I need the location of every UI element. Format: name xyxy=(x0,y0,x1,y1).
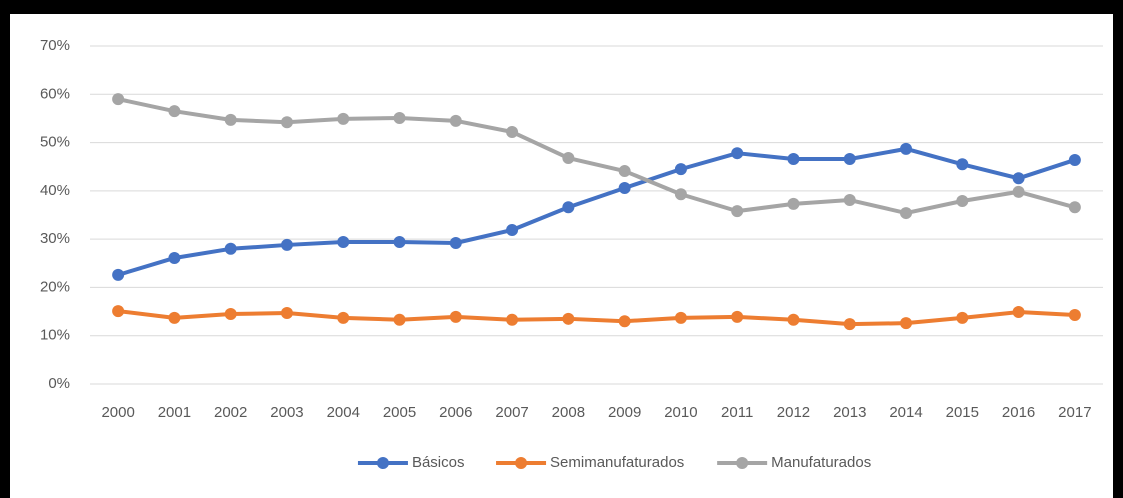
data-point xyxy=(393,111,406,124)
data-point xyxy=(618,315,631,328)
data-point xyxy=(224,113,237,126)
data-point xyxy=(787,152,800,165)
y-tick-label: 70% xyxy=(40,37,70,54)
legend-swatch-marker xyxy=(376,457,389,469)
y-tick-label: 30% xyxy=(40,230,70,247)
legend-label: Semimanufaturados xyxy=(550,454,684,471)
x-tick-label: 2006 xyxy=(439,404,472,421)
data-point xyxy=(449,310,462,323)
legend-label: Básicos xyxy=(412,454,465,471)
data-point xyxy=(506,313,519,326)
data-point xyxy=(900,142,913,155)
data-point xyxy=(562,312,575,325)
y-tick-label: 60% xyxy=(40,85,70,102)
x-tick-label: 2001 xyxy=(158,404,191,421)
y-tick-label: 10% xyxy=(40,327,70,344)
data-point xyxy=(843,318,856,331)
data-point xyxy=(900,317,913,330)
x-tick-label: 2013 xyxy=(833,404,866,421)
legend-swatch-marker xyxy=(736,457,749,469)
x-tick-label: 2010 xyxy=(664,404,697,421)
data-point xyxy=(1012,172,1025,185)
data-point xyxy=(956,194,969,207)
x-tick-label: 2012 xyxy=(777,404,810,421)
data-point xyxy=(337,236,350,249)
y-tick-label: 50% xyxy=(40,134,70,151)
data-point xyxy=(787,313,800,326)
data-point xyxy=(1012,185,1025,198)
data-point xyxy=(1068,201,1081,214)
data-point xyxy=(618,181,631,194)
data-point xyxy=(731,205,744,218)
x-tick-label: 2008 xyxy=(552,404,585,421)
data-point xyxy=(449,237,462,250)
data-point xyxy=(449,114,462,127)
x-tick-label: 2002 xyxy=(214,404,247,421)
data-point xyxy=(112,268,125,281)
data-point xyxy=(168,251,181,264)
data-point xyxy=(956,158,969,171)
data-point xyxy=(1068,308,1081,321)
data-point xyxy=(1012,306,1025,319)
data-point xyxy=(731,310,744,323)
data-point xyxy=(280,116,293,129)
x-tick-label: 2007 xyxy=(495,404,528,421)
series-line xyxy=(117,146,1076,277)
x-tick-label: 2003 xyxy=(270,404,303,421)
data-point xyxy=(843,194,856,207)
data-point xyxy=(168,311,181,324)
data-point xyxy=(280,307,293,320)
data-point xyxy=(674,188,687,201)
y-tick-label: 0% xyxy=(48,375,70,392)
data-point xyxy=(674,311,687,324)
data-point xyxy=(900,207,913,220)
y-tick-label: 20% xyxy=(40,278,70,295)
data-point xyxy=(843,152,856,165)
data-point xyxy=(224,242,237,255)
data-point xyxy=(506,125,519,138)
data-point xyxy=(337,112,350,125)
x-tick-label: 2011 xyxy=(721,404,753,421)
legend-label: Manufaturados xyxy=(771,454,871,471)
data-point xyxy=(168,105,181,118)
data-point xyxy=(731,147,744,160)
data-point xyxy=(1068,153,1081,166)
series-line xyxy=(117,97,1076,216)
data-point xyxy=(224,307,237,320)
data-point xyxy=(112,305,125,318)
data-point xyxy=(280,238,293,251)
data-point xyxy=(562,152,575,165)
data-point xyxy=(787,197,800,210)
x-tick-label: 2015 xyxy=(946,404,979,421)
series-line xyxy=(117,309,1075,327)
x-tick-label: 2014 xyxy=(889,404,922,421)
data-point xyxy=(956,311,969,324)
data-point xyxy=(337,311,350,324)
x-tick-label: 2000 xyxy=(101,404,134,421)
data-point xyxy=(618,165,631,178)
data-point xyxy=(112,93,125,106)
x-tick-label: 2005 xyxy=(383,404,416,421)
data-point xyxy=(562,201,575,214)
x-tick-label: 2009 xyxy=(608,404,641,421)
data-point xyxy=(674,163,687,176)
x-tick-label: 2016 xyxy=(1002,404,1035,421)
data-point xyxy=(393,313,406,326)
legend-swatch-marker xyxy=(515,457,528,469)
data-point xyxy=(506,223,519,236)
x-tick-label: 2004 xyxy=(327,404,360,421)
y-tick-label: 40% xyxy=(40,182,70,199)
x-tick-label: 2017 xyxy=(1058,404,1091,421)
data-point xyxy=(393,236,406,249)
